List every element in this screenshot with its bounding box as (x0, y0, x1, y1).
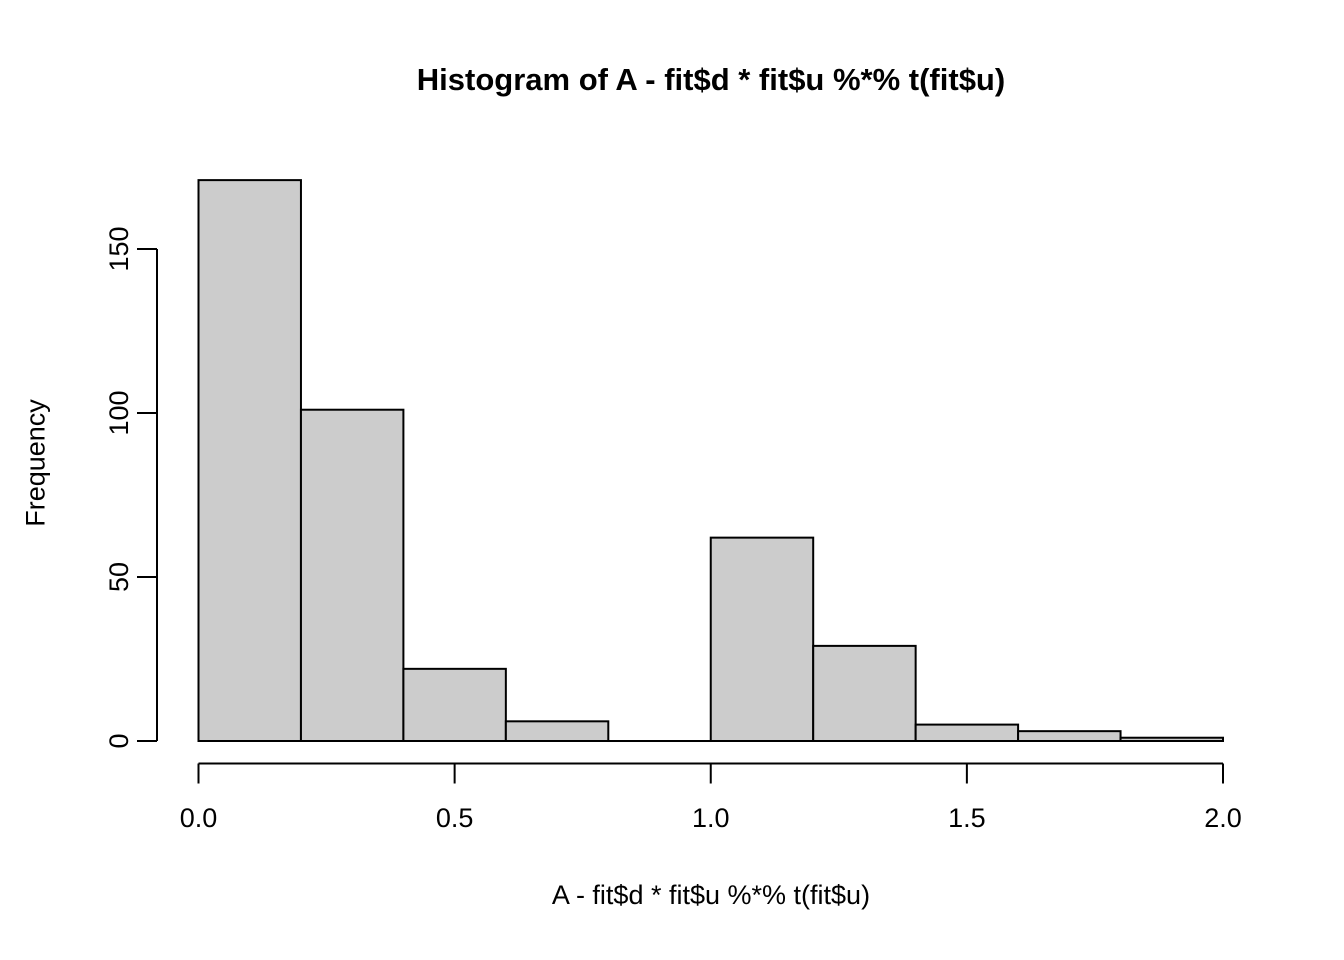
histogram-bar-9 (1119, 736, 1225, 742)
x-tick-label: 1.5 (948, 803, 986, 833)
histogram-bar-5 (709, 536, 815, 743)
x-tick-label: 1.0 (692, 803, 730, 833)
histogram-bar-0 (197, 179, 302, 742)
chart-title: Histogram of A - fit$d * fit$u %*% t(fit… (416, 62, 1006, 97)
histogram-bar-7 (914, 723, 1020, 742)
x-tick-label: 2.0 (1204, 803, 1242, 833)
y-axis-label: Frequency (20, 399, 51, 527)
histogram-bar-1 (299, 408, 405, 742)
y-tick-label: 100 (104, 390, 134, 435)
y-tick-label: 150 (104, 226, 134, 271)
x-axis-label: A - fit$d * fit$u %*% t(fit$u) (551, 880, 871, 910)
histogram-bar-2 (402, 667, 507, 743)
histogram-bar-6 (812, 644, 917, 743)
x-tick-label: 0.0 (180, 803, 218, 833)
histogram-bar-8 (1017, 730, 1122, 742)
y-tick-label: 0 (104, 733, 134, 748)
y-tick-label: 50 (104, 562, 134, 592)
histogram-bar-3 (504, 720, 610, 743)
x-tick-label: 0.5 (436, 803, 474, 833)
